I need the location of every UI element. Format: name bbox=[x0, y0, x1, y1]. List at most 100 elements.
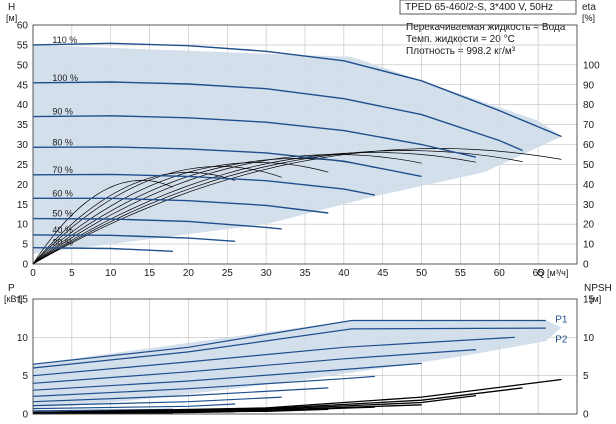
y-tick-label: 5 bbox=[22, 371, 28, 382]
right-tick-label: 10 bbox=[583, 240, 595, 251]
right-tick-label: 50 bbox=[583, 160, 595, 171]
y-tick-label: 10 bbox=[17, 333, 29, 344]
y-tick-label: 30 bbox=[17, 140, 29, 151]
power-curve bbox=[32, 327, 546, 369]
efficiency-curve bbox=[32, 162, 329, 265]
info-box: TPED 65-460/2-S, 3*400 V, 50Hz Перекачив… bbox=[399, 0, 577, 57]
head-curve bbox=[32, 247, 173, 252]
head-curve bbox=[32, 173, 376, 196]
speed-label: 60 % bbox=[52, 188, 73, 198]
y-tick-label: 35 bbox=[17, 120, 29, 131]
x-tick-label: 45 bbox=[377, 268, 389, 279]
right-tick-label: 0 bbox=[583, 260, 589, 271]
y-tick-label: 10 bbox=[17, 220, 29, 231]
y-tick-label: 40 bbox=[17, 100, 29, 111]
operating-area bbox=[33, 44, 562, 255]
p2-label: P2 bbox=[555, 334, 568, 345]
x-axis-unit: [м³/ч] bbox=[547, 268, 568, 278]
y-tick-label: 25 bbox=[17, 160, 29, 171]
right-tick-label: 30 bbox=[583, 200, 595, 211]
efficiency-curve bbox=[32, 154, 422, 265]
speed-label: 80 % bbox=[52, 137, 73, 147]
right-tick-label: 100 bbox=[583, 60, 600, 71]
head-curve bbox=[32, 146, 422, 178]
power-area bbox=[33, 320, 562, 408]
x-axis-label: Q bbox=[537, 268, 545, 279]
y-tick-label: 5 bbox=[22, 240, 28, 251]
right-tick-label: 40 bbox=[583, 180, 595, 191]
power-curve bbox=[32, 336, 515, 377]
info-fluid: Перекачиваемая жидкость = Вода bbox=[406, 22, 566, 33]
power-curve bbox=[32, 349, 477, 384]
x-tick-label: 30 bbox=[261, 268, 273, 279]
right-axis-label: eta bbox=[582, 2, 596, 13]
right-axis-unit: [м] bbox=[590, 294, 601, 304]
efficiency-curve bbox=[32, 152, 477, 265]
info-density: Плотность = 998.2 кг/м³ bbox=[406, 46, 516, 57]
power-curve bbox=[32, 362, 422, 391]
x-tick-label: 15 bbox=[144, 268, 156, 279]
right-axis-unit: [%] bbox=[582, 13, 595, 23]
x-tick-label: 50 bbox=[416, 268, 428, 279]
efficiency-curve bbox=[32, 172, 236, 265]
power-curve bbox=[32, 375, 375, 397]
p1-label: P1 bbox=[555, 314, 568, 325]
x-tick-label: 25 bbox=[222, 268, 234, 279]
speed-label: 40 % bbox=[52, 225, 73, 235]
y-tick-label: 0 bbox=[22, 260, 28, 271]
y-tick-label: 45 bbox=[17, 80, 29, 91]
y-tick-label: 55 bbox=[17, 40, 29, 51]
right-tick-label: 0 bbox=[583, 410, 589, 421]
title-box bbox=[399, 0, 577, 15]
x-tick-label: 0 bbox=[30, 268, 36, 279]
y-tick-label: 50 bbox=[17, 60, 29, 71]
efficiency-curve bbox=[32, 180, 174, 265]
right-tick-label: 90 bbox=[583, 80, 595, 91]
y-axis-unit: [м] bbox=[6, 13, 17, 23]
x-tick-label: 20 bbox=[183, 268, 195, 279]
speed-label: 30 % bbox=[52, 238, 73, 248]
x-tick-label: 10 bbox=[105, 268, 117, 279]
x-tick-label: 60 bbox=[494, 268, 506, 279]
right-tick-label: 10 bbox=[583, 333, 595, 344]
speed-label: 110 % bbox=[52, 35, 77, 45]
head-curve bbox=[33, 197, 329, 214]
power-curve bbox=[32, 387, 329, 403]
speed-label: 90 % bbox=[52, 107, 73, 117]
right-tick-label: 5 bbox=[583, 371, 589, 382]
right-tick-label: 80 bbox=[583, 100, 595, 111]
plot-frame bbox=[32, 298, 578, 415]
x-tick-label: 55 bbox=[455, 268, 467, 279]
y-tick-label: 60 bbox=[17, 21, 29, 32]
y-axis-label: H bbox=[8, 2, 15, 13]
power-curve bbox=[32, 403, 236, 410]
y-axis-unit: [кВт] bbox=[4, 294, 23, 304]
right-tick-label: 15 bbox=[583, 295, 595, 306]
y-tick-label: 0 bbox=[22, 410, 28, 421]
right-tick-label: 60 bbox=[583, 140, 595, 151]
y-axis-label: P bbox=[8, 283, 15, 294]
power-curve bbox=[32, 396, 282, 407]
y-tick-label: 15 bbox=[17, 295, 29, 306]
head-curve bbox=[32, 234, 236, 242]
right-axis-label: NPSH bbox=[584, 283, 612, 294]
x-tick-label: 5 bbox=[69, 268, 75, 279]
head-curve bbox=[32, 115, 477, 158]
npsh-curve bbox=[32, 412, 173, 415]
x-tick-label: 40 bbox=[338, 268, 350, 279]
head-curve bbox=[32, 217, 282, 230]
head-curve bbox=[32, 81, 523, 152]
speed-label: 50 % bbox=[52, 209, 73, 219]
head-curve bbox=[32, 42, 562, 138]
speed-label: 70 % bbox=[52, 165, 73, 175]
x-tick-label: 65 bbox=[533, 268, 545, 279]
right-tick-label: 20 bbox=[583, 220, 595, 231]
x-tick-label: 35 bbox=[299, 268, 311, 279]
power-curve bbox=[32, 319, 546, 365]
right-tick-label: 70 bbox=[583, 120, 595, 131]
plot-frame bbox=[32, 24, 578, 265]
head-chart: 110 % 100 % 90 % 80 % 70 % 60 % 50 % 40 % 30 % 0 5… bbox=[6, 2, 600, 279]
